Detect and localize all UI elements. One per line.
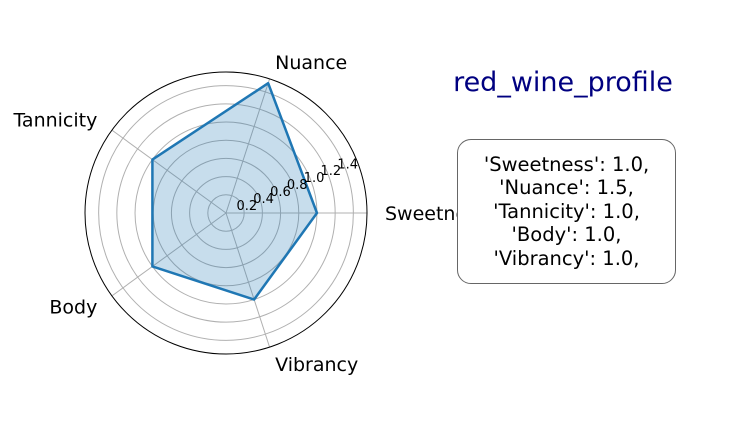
axis-label-vibrancy: Vibrancy — [275, 354, 358, 376]
annotation-line: 'Vibrancy': 1.0, — [493, 246, 640, 270]
radial-tick-label: 0.2 — [236, 199, 257, 214]
radial-tick-label: 1.0 — [304, 171, 325, 186]
values-annotation-box: 'Sweetness': 1.0, 'Nuance': 1.5, 'Tannic… — [457, 139, 676, 284]
series-line — [151, 81, 319, 301]
axis-label-body: Body — [49, 296, 97, 318]
polar-frame — [84, 71, 368, 355]
radial-tick-label: 1.4 — [337, 157, 358, 172]
chart-title: red_wine_profile — [453, 67, 673, 98]
radar-labels: 0.20.40.60.81.01.21.4SweetnessNuanceTann… — [12, 52, 486, 376]
series-fill — [152, 83, 317, 300]
axis-label-nuance: Nuance — [275, 52, 347, 74]
annotation-line: 'Body': 1.0, — [511, 223, 622, 247]
annotation-line: 'Sweetness': 1.0, — [483, 152, 650, 176]
radial-tick-label: 0.4 — [253, 192, 274, 207]
radar-data — [151, 81, 319, 301]
radial-tick-label: 0.8 — [287, 178, 308, 193]
grid-spoke — [225, 78, 271, 214]
annotation-line: 'Nuance': 1.5, — [499, 176, 634, 200]
radial-tick-label: 1.2 — [321, 164, 342, 179]
grid-spoke — [111, 212, 227, 297]
radar-grid — [84, 71, 368, 355]
radial-tick-label: 0.6 — [270, 185, 291, 200]
annotation-line: 'Tannicity': 1.0, — [493, 199, 640, 223]
grid-spoke — [111, 129, 227, 214]
grid-spoke — [225, 212, 271, 348]
axis-label-tannicity: Tannicity — [12, 110, 97, 132]
